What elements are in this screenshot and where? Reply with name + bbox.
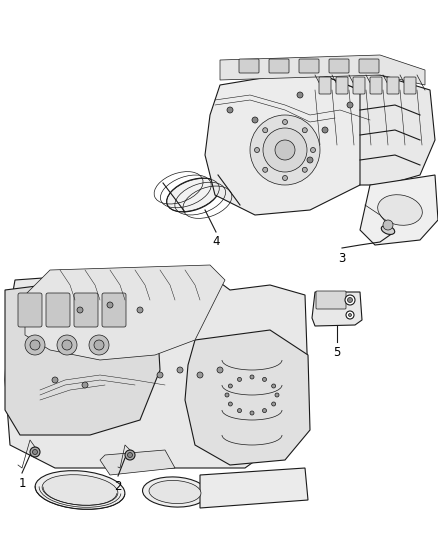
FancyBboxPatch shape xyxy=(336,77,348,94)
Polygon shape xyxy=(5,278,160,435)
Circle shape xyxy=(250,375,254,379)
Ellipse shape xyxy=(166,178,219,212)
Circle shape xyxy=(254,148,259,152)
Circle shape xyxy=(237,409,241,413)
Circle shape xyxy=(197,372,203,378)
Circle shape xyxy=(177,367,183,373)
Circle shape xyxy=(383,220,393,230)
Polygon shape xyxy=(220,55,425,85)
Circle shape xyxy=(347,102,353,108)
Circle shape xyxy=(349,313,352,317)
Circle shape xyxy=(30,340,40,350)
Circle shape xyxy=(127,453,133,457)
Text: 5: 5 xyxy=(333,346,341,359)
Circle shape xyxy=(272,402,276,406)
Circle shape xyxy=(82,382,88,388)
Text: 3: 3 xyxy=(338,252,346,265)
Circle shape xyxy=(157,372,163,378)
FancyBboxPatch shape xyxy=(102,293,126,327)
Polygon shape xyxy=(25,265,225,360)
Circle shape xyxy=(94,340,104,350)
FancyBboxPatch shape xyxy=(404,77,416,94)
Circle shape xyxy=(347,297,353,303)
FancyBboxPatch shape xyxy=(18,293,42,327)
Circle shape xyxy=(107,302,113,308)
Circle shape xyxy=(62,340,72,350)
Text: 4: 4 xyxy=(212,235,220,248)
Polygon shape xyxy=(5,270,308,468)
Circle shape xyxy=(52,377,58,383)
Circle shape xyxy=(283,175,287,181)
FancyBboxPatch shape xyxy=(329,59,349,73)
Polygon shape xyxy=(100,450,175,475)
Ellipse shape xyxy=(42,475,118,505)
Circle shape xyxy=(262,409,266,413)
Polygon shape xyxy=(312,292,362,326)
Circle shape xyxy=(262,377,266,382)
Circle shape xyxy=(225,393,229,397)
FancyBboxPatch shape xyxy=(269,59,289,73)
Circle shape xyxy=(137,307,143,313)
Circle shape xyxy=(275,140,295,160)
FancyBboxPatch shape xyxy=(316,291,346,309)
Polygon shape xyxy=(205,70,375,215)
Circle shape xyxy=(345,295,355,305)
Circle shape xyxy=(250,115,320,185)
Circle shape xyxy=(263,167,268,172)
Ellipse shape xyxy=(35,471,125,510)
FancyBboxPatch shape xyxy=(299,59,319,73)
Circle shape xyxy=(237,377,241,382)
Circle shape xyxy=(307,157,313,163)
Circle shape xyxy=(228,384,232,388)
Circle shape xyxy=(228,402,232,406)
Circle shape xyxy=(311,148,315,152)
Circle shape xyxy=(30,447,40,457)
FancyBboxPatch shape xyxy=(387,77,399,94)
Polygon shape xyxy=(185,330,310,465)
FancyBboxPatch shape xyxy=(74,293,98,327)
Circle shape xyxy=(302,128,307,133)
Circle shape xyxy=(283,119,287,125)
Circle shape xyxy=(275,393,279,397)
Ellipse shape xyxy=(149,480,201,504)
Ellipse shape xyxy=(142,477,208,507)
Circle shape xyxy=(252,117,258,123)
Text: 2: 2 xyxy=(114,480,122,493)
Circle shape xyxy=(263,128,307,172)
Circle shape xyxy=(89,335,109,355)
FancyBboxPatch shape xyxy=(353,77,365,94)
FancyBboxPatch shape xyxy=(46,293,70,327)
Circle shape xyxy=(346,311,354,319)
Circle shape xyxy=(77,307,83,313)
Circle shape xyxy=(272,384,276,388)
Circle shape xyxy=(322,127,328,133)
Circle shape xyxy=(125,450,135,460)
Circle shape xyxy=(250,411,254,415)
Circle shape xyxy=(57,335,77,355)
Polygon shape xyxy=(310,70,435,185)
Polygon shape xyxy=(360,175,438,245)
Circle shape xyxy=(217,367,223,373)
Circle shape xyxy=(32,449,38,455)
Circle shape xyxy=(297,92,303,98)
FancyBboxPatch shape xyxy=(239,59,259,73)
Text: 1: 1 xyxy=(18,477,26,490)
Circle shape xyxy=(302,167,307,172)
Ellipse shape xyxy=(378,195,422,225)
FancyBboxPatch shape xyxy=(370,77,382,94)
Circle shape xyxy=(263,128,268,133)
FancyBboxPatch shape xyxy=(319,77,331,94)
Polygon shape xyxy=(200,468,308,508)
Circle shape xyxy=(25,335,45,355)
Circle shape xyxy=(227,107,233,113)
Ellipse shape xyxy=(381,225,395,235)
FancyBboxPatch shape xyxy=(359,59,379,73)
